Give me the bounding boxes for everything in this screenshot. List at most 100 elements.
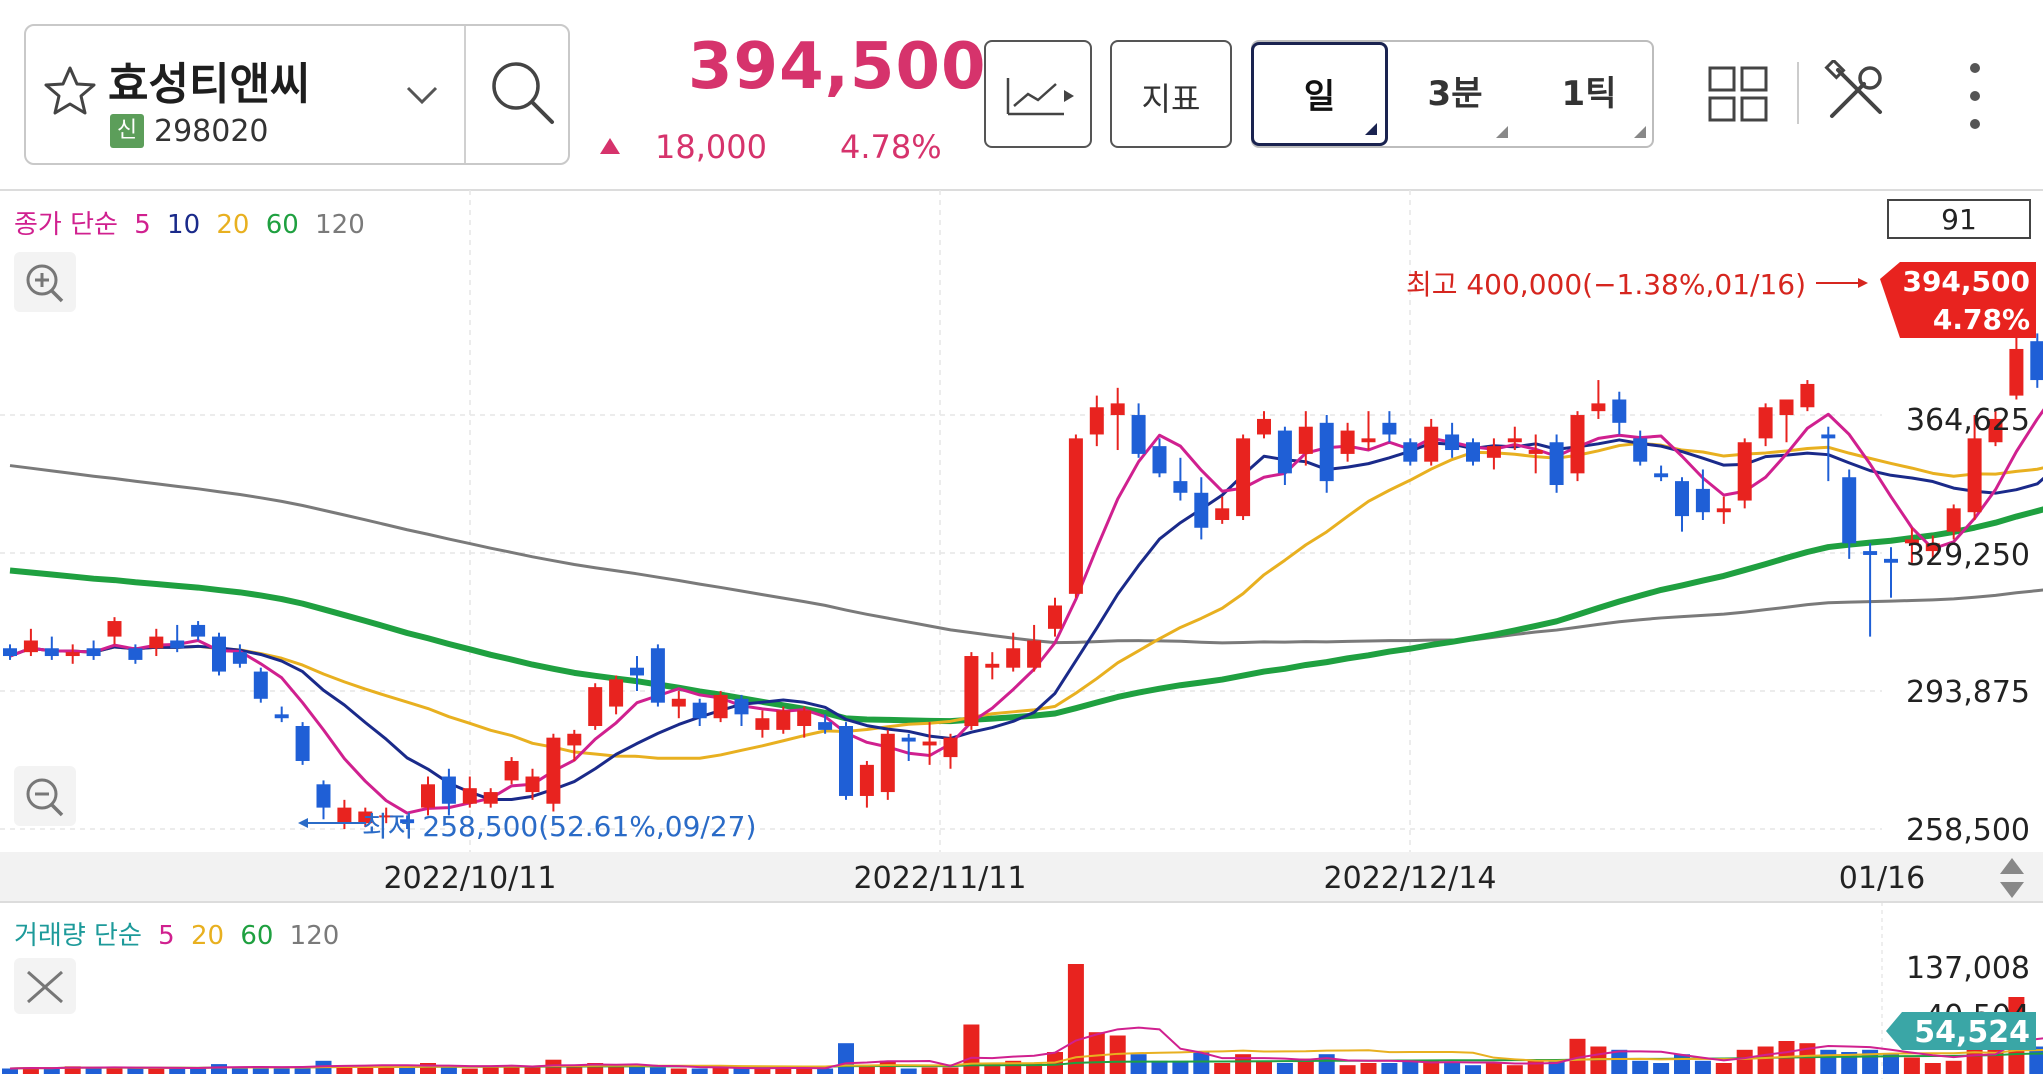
- legend-ma120: 120: [315, 210, 365, 240]
- candle-body: [1528, 450, 1543, 454]
- candle-body: [1298, 426, 1313, 454]
- candle-body: [1758, 407, 1773, 439]
- candle-body: [1382, 422, 1397, 435]
- volume-bar: [858, 1065, 875, 1074]
- candle-body: [1173, 481, 1188, 493]
- indicator-label: 지표: [1141, 80, 1201, 118]
- volume-bar: [838, 1043, 854, 1074]
- volume-bar: [712, 1067, 729, 1074]
- layout-grid-icon[interactable]: [1708, 66, 1768, 122]
- volume-bar: [378, 1066, 395, 1074]
- candle-body: [922, 741, 937, 746]
- tools-icon[interactable]: [1824, 60, 1888, 124]
- candle-body: [1779, 399, 1794, 416]
- candle-body: [859, 764, 874, 796]
- stock-code: 298020: [154, 114, 269, 149]
- more-vertical-icon[interactable]: [1960, 60, 1990, 132]
- zoom-out-button[interactable]: [14, 766, 76, 826]
- candle-body: [232, 652, 247, 664]
- corner-mark: [1634, 126, 1646, 138]
- candle-body: [1027, 640, 1042, 668]
- chart-type-button[interactable]: [984, 40, 1092, 148]
- period-day-label: 일: [1303, 77, 1336, 117]
- ma120-line: [9, 464, 2043, 645]
- volume-bar: [1653, 1063, 1670, 1074]
- volume-bar: [357, 1066, 374, 1074]
- last-price-tag: [1880, 262, 2036, 338]
- candle-body: [358, 811, 373, 824]
- volume-bar: [64, 1066, 81, 1074]
- price-ma-legend: 종가 단순 5 10 20 60 120: [14, 210, 365, 240]
- candle-body: [880, 733, 895, 793]
- candle-body: [2030, 341, 2043, 381]
- candle-body: [755, 718, 770, 730]
- candle-body: [943, 737, 958, 758]
- volume-bar: [984, 1063, 1001, 1074]
- volume-bar: [1465, 1065, 1481, 1074]
- close-volume-button[interactable]: [14, 958, 76, 1014]
- volume-bar: [649, 1067, 666, 1074]
- candle-body: [3, 648, 17, 657]
- volume-bar: [1423, 1060, 1440, 1074]
- candle-body: [337, 807, 352, 824]
- candle-body: [44, 648, 59, 657]
- volume-bar: [148, 1068, 165, 1074]
- stock-selector[interactable]: 효성티앤씨 신 298020: [24, 24, 570, 165]
- chevron-down-icon[interactable]: [404, 84, 440, 108]
- candle-body: [1675, 481, 1689, 517]
- candle-body: [797, 710, 812, 726]
- candles: [3, 325, 2043, 829]
- split-handle[interactable]: [2000, 858, 2024, 898]
- candle-body: [316, 784, 331, 808]
- x-axis-band: [0, 852, 2043, 902]
- volume-bar: [1611, 1049, 1628, 1074]
- volume-bar: [1820, 1049, 1837, 1074]
- zoom-in-button[interactable]: [14, 252, 76, 312]
- volume-bar: [1632, 1060, 1649, 1074]
- zoom-out-icon: [26, 778, 58, 810]
- volume-y-tick: 137,008: [1906, 951, 2030, 986]
- star-icon[interactable]: [40, 62, 100, 122]
- vol-legend-ma60: 60: [240, 921, 273, 951]
- candle-body: [1716, 508, 1731, 513]
- candle-body: [504, 760, 519, 781]
- candle-body: [2009, 348, 2024, 396]
- volume-bar: [1381, 1063, 1398, 1074]
- last-price-value: 394,500: [1902, 265, 2030, 298]
- volume-bar: [231, 1067, 248, 1074]
- volume-bar: [817, 1068, 834, 1074]
- volume-bar: [127, 1068, 144, 1074]
- volume-bars: [2, 964, 2043, 1074]
- candle-body: [1988, 418, 2003, 443]
- volume-bar: [43, 1068, 60, 1074]
- search-icon[interactable]: [486, 56, 558, 128]
- volume-bar: [1067, 964, 1084, 1074]
- period-day[interactable]: 일: [1251, 42, 1388, 146]
- candle-body: [65, 652, 80, 657]
- volume-bar: [1799, 1043, 1816, 1074]
- candle-body: [964, 656, 979, 726]
- y-tick: 293,875: [1906, 675, 2030, 710]
- candle-body: [1570, 415, 1585, 474]
- volume-bar: [900, 1068, 917, 1074]
- header: 효성티앤씨 신 298020 394,500 18,000 4.78% 지표 일: [0, 0, 2043, 190]
- candle-body: [149, 636, 164, 649]
- indicator-button[interactable]: 지표: [1110, 40, 1232, 148]
- volume-bar: [106, 1067, 123, 1074]
- volume-bar: [1903, 1057, 1920, 1074]
- x-tick: 2022/12/14: [1324, 861, 1497, 896]
- volume-ma-legend: 거래량 단순 5 20 60 120: [14, 921, 339, 951]
- period-3min-label: 3분: [1427, 74, 1483, 114]
- period-3min[interactable]: 3분: [1388, 42, 1522, 146]
- volume-bar: [1485, 1063, 1502, 1074]
- last-price-pct: 4.78%: [1933, 303, 2030, 336]
- volume-bar: [1694, 1060, 1711, 1074]
- period-1tick[interactable]: 1틱: [1522, 42, 1656, 146]
- candle-body: [839, 725, 853, 796]
- candle-body: [1445, 434, 1460, 451]
- vol-legend-ma120: 120: [290, 921, 340, 951]
- candle-body: [1507, 438, 1522, 443]
- corner-mark: [1365, 123, 1377, 135]
- candle-body: [1884, 558, 1898, 563]
